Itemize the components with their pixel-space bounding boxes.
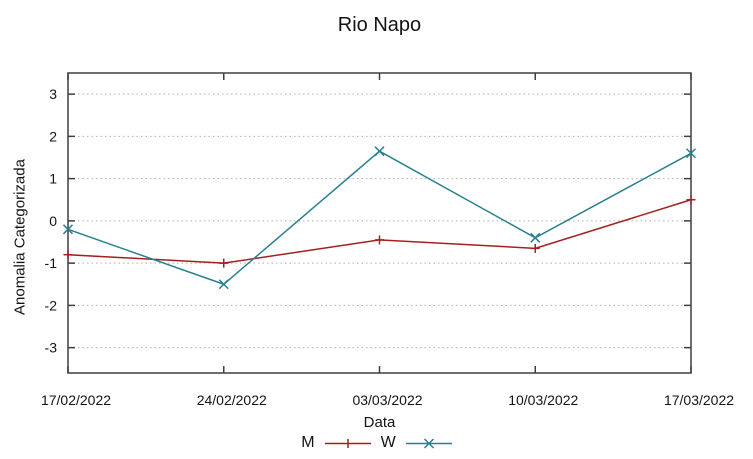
legend-item-w: W [381,434,452,452]
x-tick-label: 03/03/2022 [352,392,422,408]
cross-marker-icon [423,437,434,449]
cross-marker-icon [530,232,541,243]
cross-marker-icon [685,148,697,159]
y-tick-label: -1 [45,255,58,271]
x-tick-label: 24/02/2022 [197,392,267,408]
x-tick-label: 17/03/2022 [664,392,734,408]
cross-marker-icon [374,146,385,157]
y-tick-label: -2 [45,297,58,313]
legend-label-w: W [380,434,396,451]
legend-sample-m-line [324,438,371,448]
legend-item-m: M [301,434,371,452]
legend: M W [0,434,753,452]
series-line-M [67,199,692,264]
y-tick-label: 3 [49,86,57,102]
series-line-W [67,150,692,286]
legend-label-m: M [301,434,315,451]
y-tick-label: 0 [49,213,57,229]
x-tick-label: 17/02/2022 [41,392,111,408]
x-tick-label: 10/03/2022 [508,392,578,408]
cross-marker-icon [62,224,74,235]
plot-border [67,72,692,374]
cross-marker-icon [218,279,229,290]
y-tick-label: -3 [45,340,58,356]
legend-sample-w-line [405,437,452,449]
chart-title: Rio Napo [337,14,422,36]
x-axis-label: Data [363,414,396,431]
y-tick-label: 1 [49,171,57,187]
y-tick-label: 2 [49,128,57,144]
